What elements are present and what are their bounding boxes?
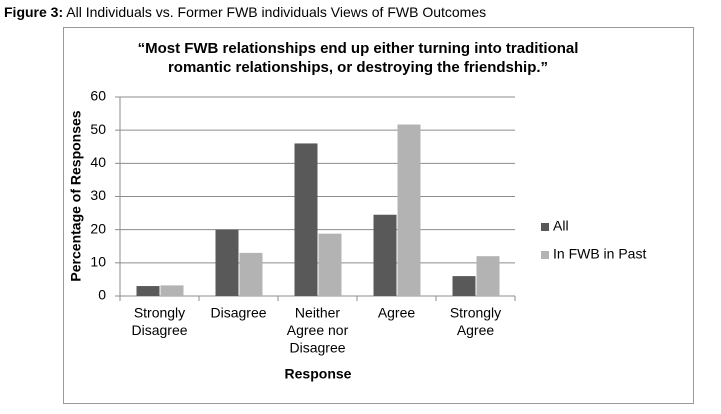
figure-label: Figure 3: [4, 4, 63, 20]
chart-border [63, 27, 694, 404]
y-tick-label: 60 [90, 88, 106, 104]
chart-title: romantic relationships, or destroying th… [168, 59, 548, 76]
x-tick-label: Agree nor [287, 322, 349, 338]
x-tick-label: Agree [378, 305, 416, 321]
bar [397, 124, 421, 296]
legend-label: All [553, 218, 569, 234]
y-tick-label: 30 [90, 187, 106, 203]
x-tick-label: Strongly [450, 305, 501, 321]
figure-caption: Figure 3: All Individuals vs. Former FWB… [4, 4, 486, 20]
bar [136, 286, 160, 296]
bar [452, 276, 476, 296]
y-tick-label: 40 [90, 154, 106, 170]
y-tick-label: 10 [90, 254, 106, 270]
chart-title: “Most FWB relationships end up either tu… [138, 40, 579, 57]
legend-swatch [541, 251, 549, 259]
y-tick-label: 0 [98, 287, 106, 303]
x-tick-label: Disagree [289, 340, 345, 356]
bar [239, 252, 263, 296]
bar [476, 256, 500, 296]
y-tick-label: 50 [90, 121, 106, 137]
x-tick-label: Strongly [134, 305, 185, 321]
legend-label: In FWB in Past [553, 246, 646, 262]
bar [318, 233, 342, 296]
x-tick-label: Disagree [210, 305, 266, 321]
bar [160, 285, 184, 296]
bar [373, 214, 397, 296]
x-tick-label: Neither [295, 305, 340, 321]
x-tick-label: Agree [457, 322, 495, 338]
legend-swatch [541, 223, 549, 231]
y-axis-label: Percentage of Responses [68, 110, 84, 281]
bar [215, 229, 239, 296]
bar [294, 143, 318, 296]
figure-caption-text: All Individuals vs. Former FWB individua… [66, 4, 486, 20]
x-axis-label: Response [285, 366, 352, 382]
x-tick-label: Disagree [131, 322, 187, 338]
y-tick-label: 20 [90, 220, 106, 236]
